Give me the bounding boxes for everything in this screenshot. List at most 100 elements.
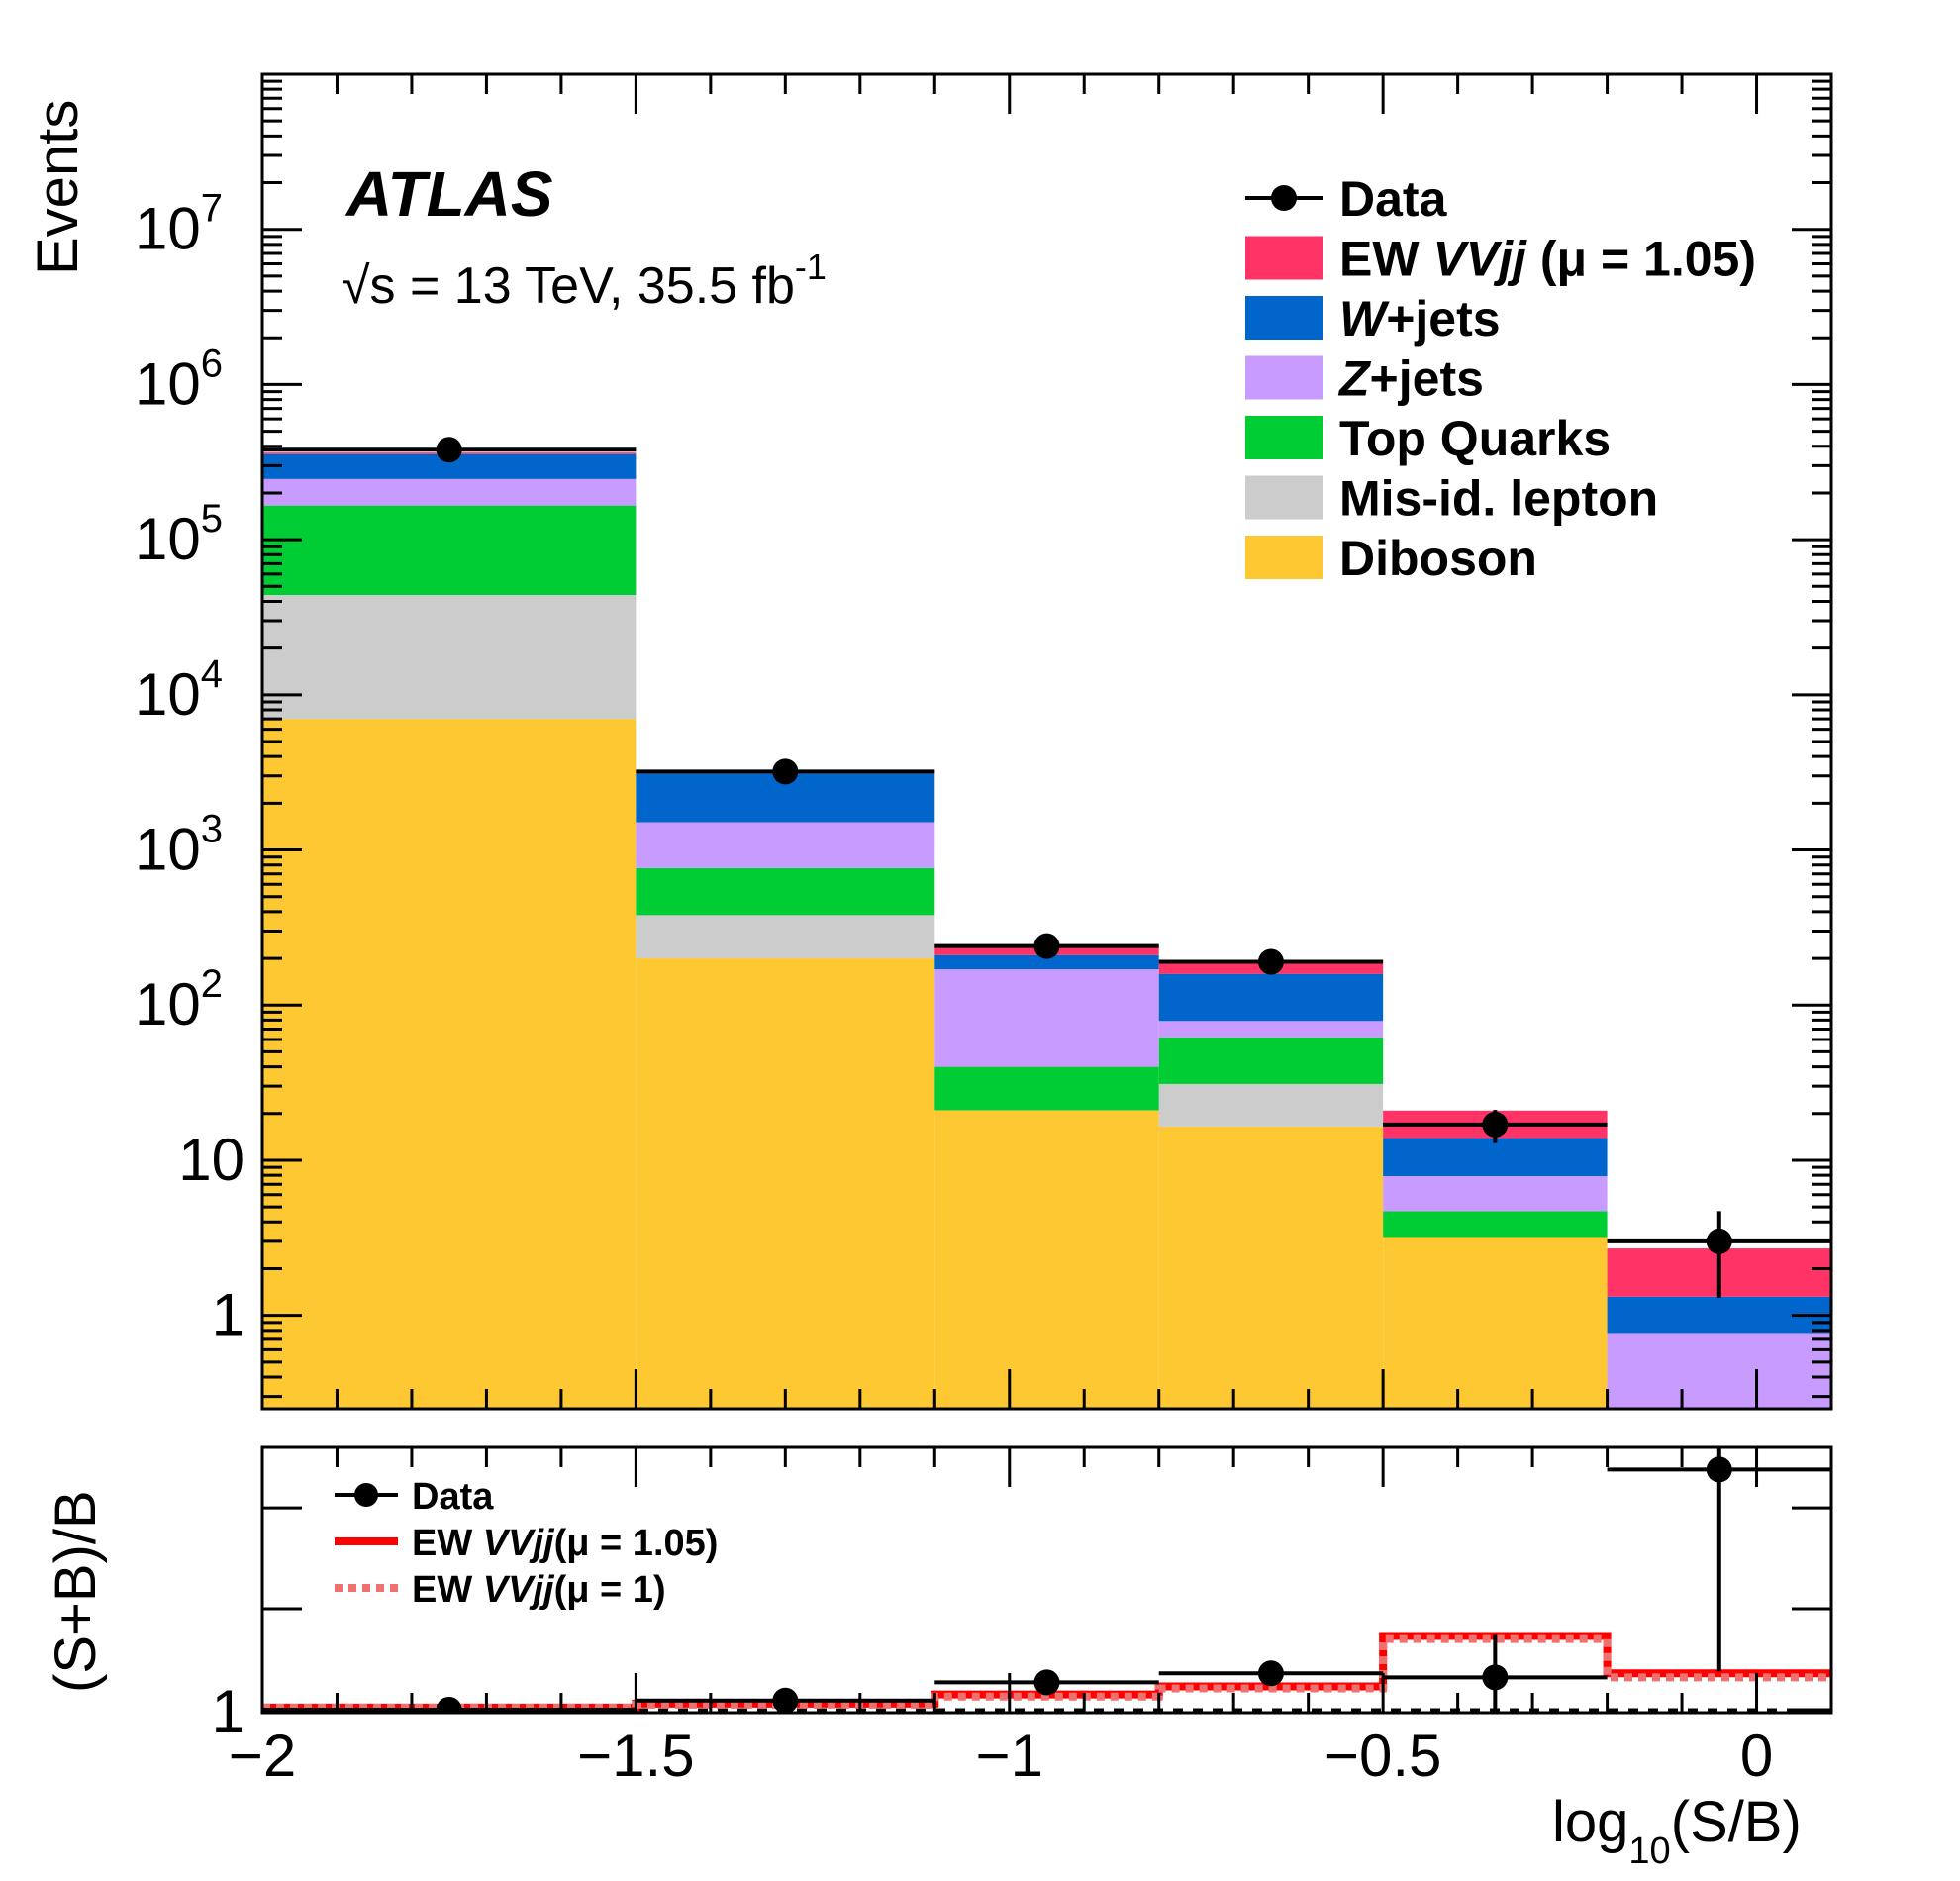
stack-bars (262, 452, 1831, 1409)
bar-1-bin-1 (262, 719, 637, 1409)
lumi-exponent: -1 (795, 247, 827, 287)
bar-3-bin-5 (1383, 1211, 1608, 1238)
series-z-jets (262, 478, 1831, 1409)
legend-label-part: W (1339, 291, 1390, 346)
ratio-data-point-5 (1482, 1664, 1509, 1691)
legend-label-part: Z (1337, 351, 1372, 407)
x-axis-title-subscript: 10 (1628, 1831, 1670, 1872)
bar-5-bin-3 (934, 954, 1159, 970)
ytick-base: 10 (135, 971, 201, 1038)
ytick-base: 10 (135, 196, 201, 262)
bar-1-bin-5 (1383, 1237, 1608, 1409)
ratio-data-point-1 (436, 1696, 462, 1713)
data-point-4 (1257, 948, 1284, 975)
ratio-legend-label-1: Data (412, 1476, 494, 1518)
legend-label-part: +jets (1370, 351, 1484, 407)
ratio-ticks: 1−2 −1.5 −1 −0.5 0 (212, 1447, 1833, 1789)
data-point-5 (1482, 1111, 1509, 1138)
xtick-label-2: −1.5 (577, 1723, 694, 1789)
legend-label-part: Top Quarks (1339, 411, 1611, 466)
legend-label-part: Diboson (1339, 531, 1537, 586)
ratio-frame (260, 1445, 1833, 1715)
bar-1-bin-4 (1158, 1126, 1384, 1409)
ytick-label-6: 105 (135, 497, 223, 572)
ytick-label-5: 104 (135, 652, 223, 728)
ratio-legend-label-part: EW (412, 1569, 483, 1611)
bar-3-bin-4 (1158, 1037, 1384, 1084)
xtick-label-3: −1 (976, 1723, 1043, 1789)
legend-label-7: Diboson (1339, 531, 1537, 586)
legend-label-2: EW VVjj (μ = 1.05) (1339, 232, 1756, 287)
bar-4-bin-3 (934, 969, 1159, 1067)
series-diboson (262, 719, 1608, 1409)
legend-label-part: +jets (1386, 291, 1500, 346)
ratio-data-point-6 (1706, 1456, 1732, 1483)
bar-2-bin-4 (1158, 1083, 1384, 1127)
legend-data-marker (1271, 185, 1297, 211)
ytick-label-3: 102 (135, 962, 223, 1038)
bar-4-bin-2 (636, 822, 935, 868)
ratio-data-point-4 (1257, 1660, 1284, 1687)
data-point-1 (436, 437, 462, 463)
ytick-exponent: 3 (201, 808, 223, 851)
ytick-exponent: 2 (201, 962, 223, 1006)
bar-4-bin-1 (262, 478, 637, 506)
ytick-exponent: 5 (201, 497, 223, 541)
energy-lumi-label: √s = 13 TeV, 35.5 fb-1 (342, 247, 827, 315)
ratio-data-point-3 (1033, 1669, 1060, 1696)
bar-2-bin-2 (636, 915, 935, 959)
legend-label-part: VVjj (1432, 232, 1527, 287)
ratio-legend-label-part: (μ = 1.05) (554, 1523, 719, 1564)
ratio-legend-label-part: Data (412, 1476, 494, 1518)
ratio-legend-label-part: VVjj (483, 1523, 555, 1564)
data-point-2 (772, 758, 799, 785)
ytick-exponent: 7 (201, 187, 223, 231)
ratio-legend-label-part: (μ = 1) (554, 1569, 666, 1611)
ytick-label-1: 1 (212, 1282, 245, 1348)
legend-swatch-5 (1245, 416, 1323, 459)
ytick-exponent: 4 (201, 652, 223, 696)
xtick-label-4: −0.5 (1324, 1723, 1441, 1789)
legend-label-part: (μ = 1.05) (1526, 232, 1756, 287)
legend-swatch-2 (1245, 236, 1323, 280)
bar-1-bin-3 (934, 1110, 1159, 1409)
ratio-legend-label-part: EW (412, 1523, 483, 1564)
ytick-label-2: 10 (178, 1127, 245, 1193)
legend-label-3: W+jets (1339, 291, 1501, 346)
bar-3-bin-1 (262, 505, 637, 595)
ratio-y-axis-title: (S+B)/B (44, 1490, 108, 1693)
ytick-label-8: 107 (135, 187, 223, 262)
text-labels: ATLAS √s = 13 TeV, 35.5 fb-1 Events (S+B… (26, 100, 1802, 1872)
ytick-base: 10 (135, 350, 201, 417)
bar-3-bin-2 (636, 867, 935, 916)
legend-label-5: Top Quarks (1339, 411, 1611, 466)
bar-2-bin-1 (262, 594, 637, 720)
legend-label-1: Data (1339, 171, 1448, 227)
bar-5-bin-5 (1383, 1138, 1608, 1176)
x-axis-title: log10(S/B) (1552, 1790, 1802, 1872)
ratio-ytick-label-1: 1 (212, 1678, 245, 1744)
ratio-legend-label-2: EW VVjj(μ = 1.05) (412, 1523, 718, 1564)
bar-5-bin-4 (1158, 973, 1384, 1022)
experiment-label: ATLAS (344, 158, 553, 230)
legend-label-4: Z+jets (1337, 351, 1484, 407)
y-axis-title: Events (26, 100, 90, 275)
xtick-label-1: −2 (229, 1723, 296, 1789)
ratio-legend-label-3: EW VVjj(μ = 1) (412, 1569, 666, 1611)
legend-label-6: Mis-id. lepton (1339, 471, 1658, 527)
legend-label-part: EW (1339, 232, 1432, 287)
ratio-legend-data-marker (354, 1483, 378, 1507)
bar-4-bin-6 (1607, 1333, 1831, 1409)
series-top-quarks (262, 505, 1608, 1238)
legend-swatch-7 (1245, 536, 1323, 579)
ytick-label-4: 103 (135, 808, 223, 883)
ratio-legend-label-part: VVjj (483, 1569, 555, 1611)
ytick-base: 10 (135, 817, 201, 883)
data-point-6 (1706, 1228, 1732, 1254)
data-points (262, 437, 1831, 1298)
ytick-label-7: 106 (135, 342, 223, 417)
bar-4-bin-4 (1158, 1021, 1384, 1038)
